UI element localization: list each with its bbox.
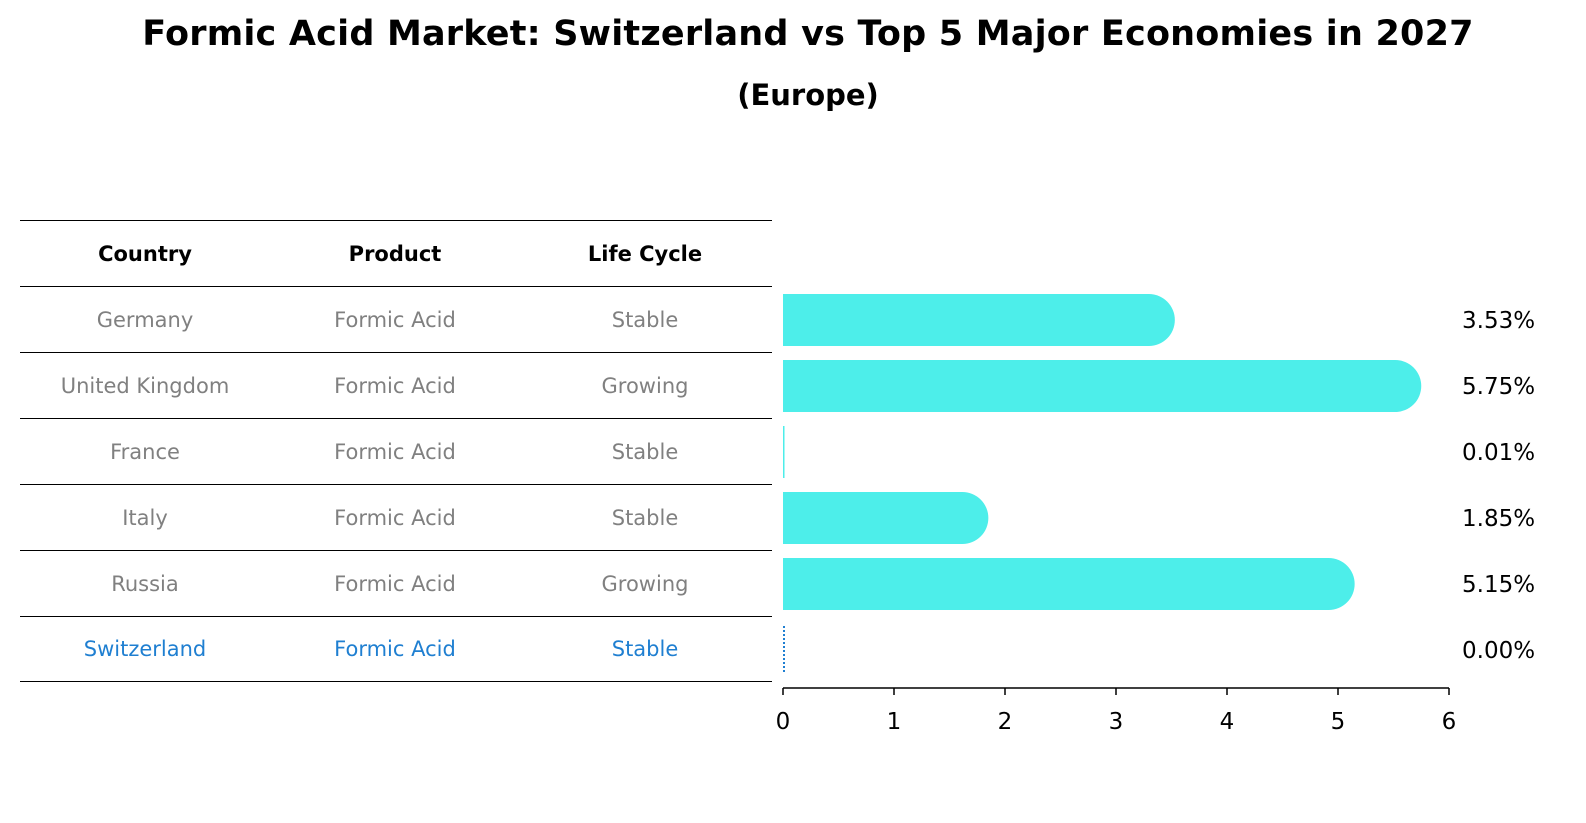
x-tick-label: 3 xyxy=(1109,709,1124,735)
product-cell: Formic Acid xyxy=(334,307,456,332)
country-cell: France xyxy=(110,439,180,464)
table-row-highlighted: Switzerland Formic Acid Stable xyxy=(20,616,772,682)
product-cell: Formic Acid xyxy=(334,637,456,661)
data-label: 1.85% xyxy=(1462,506,1535,532)
country-cell: Switzerland xyxy=(83,637,207,661)
table-row: United Kingdom Formic Acid Growing xyxy=(20,352,772,418)
bar xyxy=(783,558,1355,610)
country-cell: Germany xyxy=(96,307,194,332)
country-cell: Russia xyxy=(111,571,179,596)
data-label: 5.15% xyxy=(1462,572,1535,598)
country-cell: United Kingdom xyxy=(60,373,230,398)
bar xyxy=(783,426,785,478)
data-label: 3.53% xyxy=(1462,308,1535,334)
life-cycle-cell: Growing xyxy=(601,571,689,596)
life-cycle-cell: Stable xyxy=(611,307,679,332)
chart-title: Formic Acid Market: Switzerland vs Top 5… xyxy=(142,14,1474,54)
life-cycle-cell: Stable xyxy=(611,505,679,530)
x-tick-label: 0 xyxy=(776,709,791,735)
chart-subtitle: (Europe) xyxy=(737,78,879,112)
data-label: 5.75% xyxy=(1462,374,1535,400)
column-header-country: Country xyxy=(98,241,192,266)
life-cycle-cell: Stable xyxy=(611,439,679,464)
bar xyxy=(783,360,1422,412)
product-cell: Formic Acid xyxy=(334,505,456,530)
x-tick-label: 4 xyxy=(1220,709,1235,735)
x-tick-label: 5 xyxy=(1331,709,1346,735)
column-header-product: Product xyxy=(348,241,442,266)
column-header-life-cycle: Life Cycle xyxy=(587,241,703,266)
product-cell: Formic Acid xyxy=(334,571,456,596)
product-cell: Formic Acid xyxy=(334,439,456,464)
product-cell: Formic Acid xyxy=(334,373,456,398)
country-table: Country Product Life Cycle Germany Formi… xyxy=(20,220,772,682)
table-row: Germany Formic Acid Stable xyxy=(20,286,772,352)
table-row: Italy Formic Acid Stable xyxy=(20,484,772,550)
table-row: France Formic Acid Stable xyxy=(20,418,772,484)
data-label: 0.01% xyxy=(1462,440,1535,466)
life-cycle-cell: Growing xyxy=(601,373,689,398)
data-label: 0.00% xyxy=(1462,638,1535,664)
table-header-row: Country Product Life Cycle xyxy=(20,220,772,286)
x-tick-label: 6 xyxy=(1442,709,1457,735)
x-tick-label: 1 xyxy=(887,709,902,735)
life-cycle-cell: Stable xyxy=(611,637,679,661)
country-cell: Italy xyxy=(122,505,168,530)
x-tick-label: 2 xyxy=(998,709,1013,735)
table-row: Russia Formic Acid Growing xyxy=(20,550,772,616)
bar xyxy=(783,492,989,544)
bar xyxy=(783,294,1175,346)
